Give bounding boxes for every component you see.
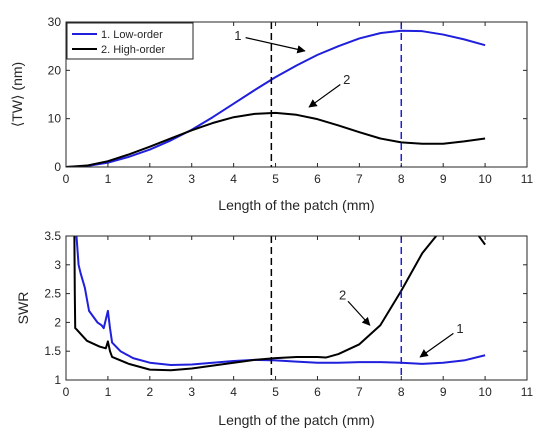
x-tick-label: 0 bbox=[63, 385, 70, 399]
x-tick-label: 3 bbox=[188, 385, 195, 399]
annotation-label-1: 1 bbox=[234, 28, 241, 43]
annotation-arrow-2 bbox=[347, 300, 371, 326]
x-tick-label: 8 bbox=[398, 385, 405, 399]
x-axis-label: Length of the patch (mm) bbox=[218, 197, 374, 213]
x-tick-label: 11 bbox=[521, 172, 534, 186]
axes-box bbox=[65, 21, 528, 168]
x-tick-label: 1 bbox=[105, 172, 112, 186]
annotation-label-2: 2 bbox=[343, 72, 350, 87]
annotation-arrow-1 bbox=[245, 37, 306, 54]
series-group bbox=[73, 236, 486, 372]
series-line-2 bbox=[73, 236, 486, 372]
x-tick-label: 9 bbox=[440, 172, 447, 186]
series-group bbox=[66, 29, 486, 167]
series-line-2 bbox=[66, 111, 486, 167]
x-tick-label: 10 bbox=[478, 385, 492, 399]
x-tick-label: 6 bbox=[314, 385, 321, 399]
x-tick-label: 1 bbox=[105, 385, 112, 399]
x-tick-label: 9 bbox=[440, 385, 447, 399]
y-tick-label: 3.5 bbox=[44, 229, 61, 243]
annotation-arrow-2 bbox=[308, 84, 341, 108]
x-tick-label: 5 bbox=[272, 385, 279, 399]
legend-entry-2: 2. High-order bbox=[101, 44, 166, 56]
y-tick-label: 30 bbox=[48, 15, 62, 29]
x-tick-label: 7 bbox=[356, 385, 363, 399]
x-tick-label: 4 bbox=[230, 172, 237, 186]
y-tick-label: 1.5 bbox=[44, 344, 61, 358]
x-tick-label: 8 bbox=[398, 172, 405, 186]
x-tick-label: 11 bbox=[521, 385, 534, 399]
x-tick-label: 2 bbox=[146, 172, 153, 186]
x-tick-label: 0 bbox=[63, 172, 70, 186]
y-tick-label: 1 bbox=[54, 373, 61, 387]
series-line-1 bbox=[75, 236, 486, 367]
annotation-label-1: 1 bbox=[456, 321, 463, 336]
plot-1: 0 1 2 3 4 5 6 7 8 9 10 11 0 10 20 30 Length of the patch… bbox=[9, 15, 534, 213]
y-axis-label: ⟨TW⟩ (nm) bbox=[9, 62, 25, 127]
legend: 1. Low-order 2. High-order bbox=[66, 22, 194, 60]
y-tick-label: 2.5 bbox=[44, 287, 61, 301]
x-tick-label: 3 bbox=[188, 172, 195, 186]
y-tick-label: 10 bbox=[48, 112, 62, 126]
annotation-arrow-1 bbox=[419, 332, 454, 358]
x-tick-label: 6 bbox=[314, 172, 321, 186]
legend-entry-1: 1. Low-order bbox=[101, 29, 163, 41]
y-tick-label: 3 bbox=[54, 258, 61, 272]
axes-box bbox=[65, 235, 528, 381]
annotation-label-2: 2 bbox=[339, 287, 346, 302]
x-tick-label: 5 bbox=[272, 172, 279, 186]
y-tick-label: 20 bbox=[48, 63, 62, 77]
y-tick-label: 2 bbox=[54, 315, 61, 329]
x-tick-label: 2 bbox=[146, 385, 153, 399]
x-tick-label: 7 bbox=[356, 172, 363, 186]
y-axis-label: SWR bbox=[15, 292, 31, 325]
x-tick-label: 4 bbox=[230, 385, 237, 399]
series-line-1 bbox=[66, 29, 486, 167]
x-axis-label: Length of the patch (mm) bbox=[218, 412, 374, 428]
x-tick-label: 10 bbox=[478, 172, 492, 186]
legend-box bbox=[66, 22, 194, 60]
y-tick-label: 0 bbox=[54, 160, 61, 174]
